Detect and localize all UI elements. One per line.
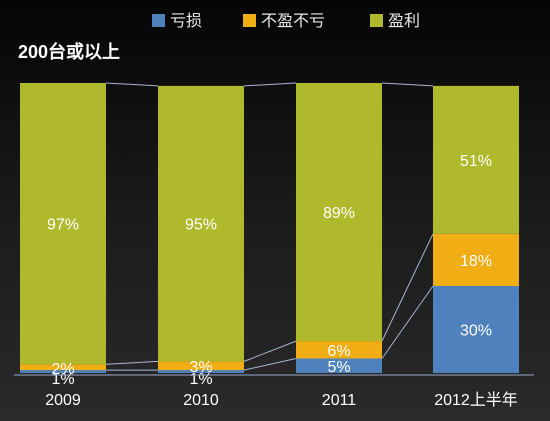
connector-1-1	[243, 340, 297, 362]
bar-0-0	[20, 370, 106, 373]
connector-2-2	[381, 82, 434, 87]
bar-1-1	[158, 361, 244, 371]
data-label-3-2: 51%	[460, 153, 492, 170]
x-axis-labels: 2009 2010 2011 2012上半年	[45, 391, 518, 409]
x-tick-label-3: 2012上半年	[434, 391, 518, 409]
bar-2-0	[296, 358, 382, 373]
connector-1-2	[243, 82, 297, 87]
data-label-2-0: 5%	[327, 359, 350, 376]
data-label-2-1: 6%	[327, 343, 350, 360]
legend-label-0: 亏损	[170, 12, 202, 30]
legend-label-2: 盈利	[388, 12, 420, 30]
connector-0-2	[105, 82, 159, 87]
bars: 1%2%97%1%3%95%5%6%89%30%18%51%	[20, 83, 519, 388]
connector-2-1	[381, 233, 434, 342]
legend: 亏损 不盈不亏 盈利	[152, 12, 420, 30]
connector-0-1	[105, 360, 159, 365]
bar-1-0	[158, 370, 244, 373]
legend-label-1: 不盈不亏	[261, 13, 325, 30]
connector-2-0	[381, 285, 434, 359]
connector-lines	[105, 82, 434, 371]
chart-title: 200台或以上	[18, 41, 120, 62]
legend-swatch-2	[370, 14, 383, 27]
data-label-0-1: 2%	[51, 361, 74, 378]
data-label-3-0: 30%	[460, 323, 492, 340]
data-label-1-2: 95%	[185, 217, 217, 234]
x-tick-label-1: 2010	[183, 392, 219, 409]
bar-1-2	[158, 85, 244, 362]
connector-1-0	[243, 358, 297, 371]
bar-0-2	[20, 83, 106, 365]
bar-3-1	[433, 233, 519, 286]
bar-0-1	[20, 364, 106, 371]
x-tick-label-0: 2009	[45, 392, 81, 409]
data-label-1-1: 3%	[189, 359, 212, 376]
data-label-0-2: 97%	[47, 217, 79, 234]
bar-2-1	[296, 341, 382, 359]
bar-3-2	[433, 85, 519, 234]
data-label-2-2: 89%	[323, 205, 355, 222]
legend-swatch-0	[152, 14, 165, 27]
legend-swatch-1	[243, 14, 256, 27]
bar-3-0	[433, 286, 519, 373]
x-tick-label-2: 2011	[322, 392, 357, 409]
bar-2-2	[296, 83, 382, 342]
data-label-3-1: 18%	[460, 253, 492, 270]
